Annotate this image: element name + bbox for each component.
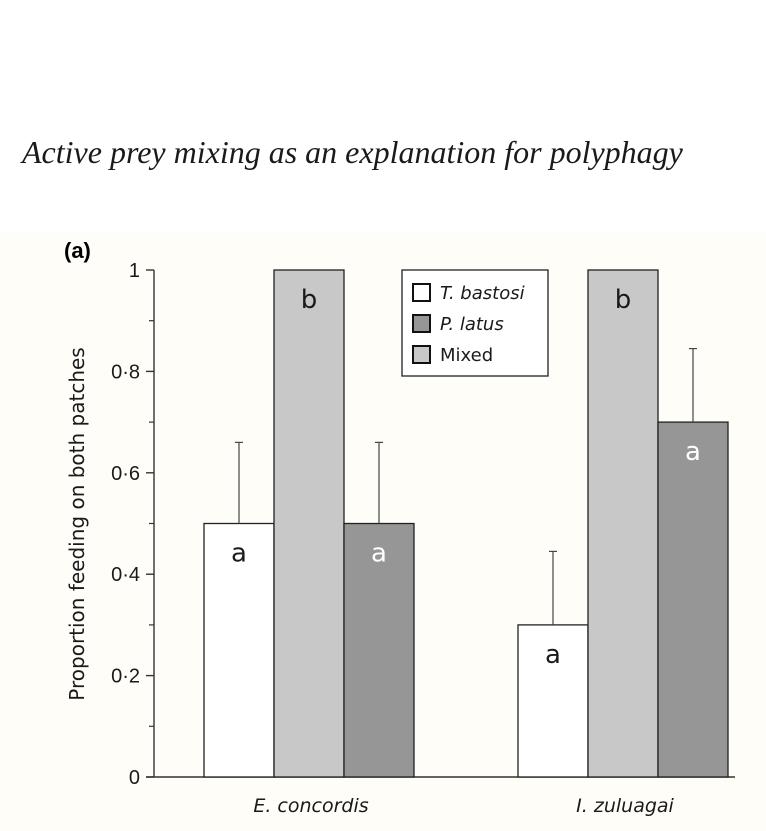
significance-label: b xyxy=(301,285,318,315)
legend: T. bastosi P. latus Mixed xyxy=(401,269,549,377)
bar xyxy=(203,522,275,778)
significance-labels: a b a a b a xyxy=(231,285,701,670)
legend-entry-label: T. bastosi xyxy=(440,283,525,304)
page-header: Active prey mixing as an explanation for… xyxy=(0,0,766,232)
legend-entry-label: Mixed xyxy=(440,345,493,366)
y-tick-label: 0·6 xyxy=(111,463,140,485)
significance-label: a xyxy=(371,539,387,569)
category-label: E. concordis xyxy=(253,795,368,817)
bar xyxy=(517,624,589,778)
error-bars xyxy=(235,347,697,625)
y-tick-label: 0·8 xyxy=(111,361,140,383)
y-tick-label: 1 xyxy=(129,260,140,282)
y-tick-label: 0·2 xyxy=(111,666,140,688)
significance-label: b xyxy=(615,285,632,315)
bar xyxy=(587,269,659,778)
legend-swatch xyxy=(412,345,431,364)
bar xyxy=(657,421,729,778)
bar xyxy=(273,269,345,778)
significance-label: a xyxy=(231,539,247,569)
bar xyxy=(343,522,415,778)
category-label: I. zuluagai xyxy=(576,795,674,817)
panel-label: (a) xyxy=(64,238,91,263)
legend-swatch xyxy=(412,283,431,302)
y-tick-label: 0 xyxy=(129,767,140,789)
running-title: Active prey mixing as an explanation for… xyxy=(22,134,683,170)
bar-chart: (a) Proportion feeding on both patches 0… xyxy=(64,238,735,817)
significance-label: a xyxy=(685,437,701,467)
y-axis-label: Proportion feeding on both patches xyxy=(65,347,89,700)
bars xyxy=(203,269,729,778)
legend-entry-label: P. latus xyxy=(440,314,504,335)
significance-label: a xyxy=(545,640,561,670)
y-tick-label: 0·4 xyxy=(111,564,140,586)
category-labels: E. concordis I. zuluagai xyxy=(253,795,674,817)
legend-swatch xyxy=(412,314,431,333)
figure-panel: (a) Proportion feeding on both patches 0… xyxy=(0,232,766,831)
